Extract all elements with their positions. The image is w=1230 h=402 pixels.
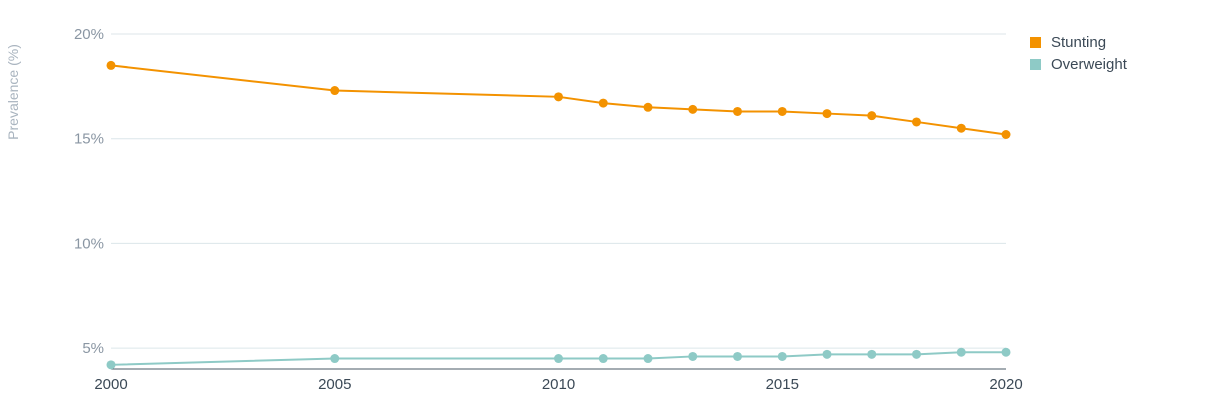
- y-axis-title: Prevalence (%): [5, 44, 21, 140]
- legend-label[interactable]: Overweight: [1051, 56, 1128, 73]
- y-tick-label: 15%: [74, 131, 104, 148]
- data-point[interactable]: [106, 360, 116, 370]
- data-point[interactable]: [598, 354, 608, 364]
- data-point[interactable]: [912, 117, 921, 127]
- gridlines: [111, 33, 1006, 349]
- data-point[interactable]: [956, 123, 966, 133]
- legend: Stunting Overweight: [1030, 34, 1128, 73]
- data-point[interactable]: [106, 60, 116, 70]
- data-point[interactable]: [330, 354, 340, 364]
- series-stunting: [106, 60, 1011, 139]
- data-point[interactable]: [956, 347, 966, 357]
- data-point[interactable]: [1001, 130, 1011, 139]
- data-point[interactable]: [1001, 347, 1011, 357]
- data-point[interactable]: [867, 111, 877, 121]
- data-point[interactable]: [554, 354, 563, 364]
- data-point[interactable]: [643, 102, 653, 112]
- data-point[interactable]: [912, 349, 921, 359]
- x-tick-label: 2010: [542, 376, 575, 393]
- y-tick-label: 20%: [74, 26, 104, 43]
- legend-label[interactable]: Stunting: [1051, 34, 1106, 51]
- x-tick-label: 2000: [94, 376, 127, 393]
- axes: Prevalence (%) 5% 10% 15% 20% 2000 2005 2010 20…: [5, 26, 1023, 393]
- data-point[interactable]: [554, 92, 563, 102]
- data-point[interactable]: [643, 354, 653, 364]
- series: [106, 60, 1011, 370]
- legend-swatch: [1030, 59, 1041, 70]
- legend-swatch: [1030, 37, 1041, 48]
- data-point[interactable]: [330, 86, 340, 96]
- series-overweight: [106, 347, 1011, 370]
- data-point[interactable]: [733, 106, 742, 116]
- data-point[interactable]: [688, 104, 698, 114]
- data-point[interactable]: [867, 349, 877, 359]
- data-point[interactable]: [598, 98, 608, 108]
- data-point[interactable]: [688, 351, 698, 361]
- x-tick-label: 2005: [318, 376, 351, 393]
- data-point[interactable]: [777, 351, 787, 361]
- x-tick-label: 2020: [989, 376, 1022, 393]
- data-point[interactable]: [822, 349, 832, 359]
- data-point[interactable]: [733, 351, 742, 361]
- data-point[interactable]: [777, 106, 787, 116]
- data-point[interactable]: [822, 109, 832, 119]
- y-tick-label: 5%: [82, 340, 104, 357]
- x-tick-label: 2015: [766, 376, 799, 393]
- y-tick-label: 10%: [74, 235, 104, 252]
